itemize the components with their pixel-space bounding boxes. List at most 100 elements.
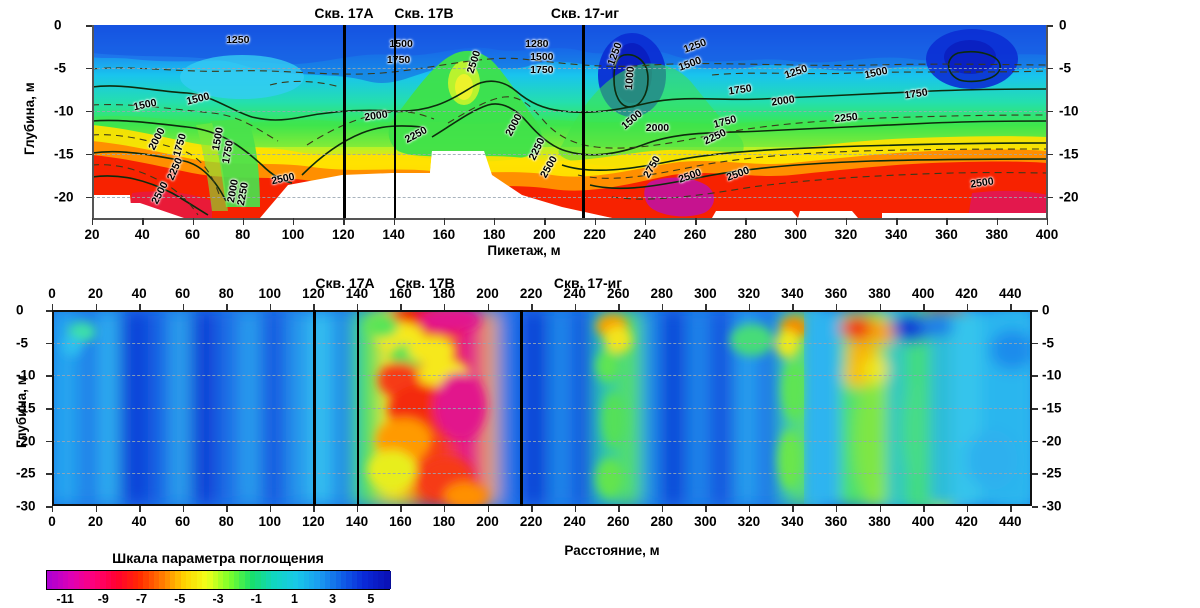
bottom-x-tick-label-top: 240 (563, 286, 586, 301)
axis-tick (1047, 25, 1053, 27)
depth-guide (92, 110, 1047, 112)
bottom-x-tick-label-top: 420 (955, 286, 978, 301)
top-panel-x-axis-title: Пикетаж, м (487, 243, 561, 258)
axis-tick (836, 506, 838, 512)
axis-tick (1047, 196, 1053, 199)
well-line-17ig-bottom (520, 310, 523, 506)
bottom-x-tick-label-top: 60 (175, 286, 191, 301)
top-x-tick-label: 200 (533, 227, 556, 242)
bottom-x-tick-label: 100 (258, 514, 282, 529)
top-x-tick-label: 80 (235, 227, 251, 242)
axis-tick (1032, 506, 1038, 508)
axis-tick (996, 218, 999, 225)
axis-tick (343, 218, 345, 225)
top-y-tick-label: 0 (54, 17, 62, 33)
axis-tick (1010, 304, 1012, 310)
bottom-x-tick-label: 440 (998, 514, 1022, 529)
bottom-x-tick-label-top: 0 (48, 286, 56, 301)
colorbar-tick-label: 5 (367, 592, 375, 606)
colorbar-segment (383, 571, 392, 589)
axis-tick (46, 440, 52, 443)
depth-guide (52, 473, 1032, 475)
top-y-tick-label: -20 (54, 189, 74, 205)
bottom-x-tick-label-top: 180 (432, 286, 456, 301)
bottom-x-tick-label: 180 (432, 514, 456, 529)
well-label-17v: Скв. 17В (394, 5, 454, 21)
well-line-17ig (582, 25, 585, 218)
bottom-x-tick-label: 340 (781, 514, 804, 529)
bottom-x-tick-label-top: 360 (824, 286, 848, 301)
bottom-x-tick-label-top: 280 (650, 286, 674, 301)
axis-tick (46, 342, 52, 345)
velocity-contour-image (92, 25, 1047, 218)
bottom-x-tick-label-top: 40 (131, 286, 147, 301)
top-x-tick-label: 180 (482, 227, 506, 242)
axis-tick (192, 218, 194, 225)
axis-tick (400, 506, 402, 512)
axis-tick (444, 304, 446, 310)
top-x-tick-label: 380 (985, 227, 1008, 242)
top-x-tick-label: 40 (134, 227, 150, 242)
well-label-17a: Скв. 17А (314, 5, 374, 21)
colorbar-tick-label: -3 (212, 592, 224, 606)
axis-tick (966, 304, 969, 310)
bottom-y-tick-label-right: -25 (1042, 465, 1062, 481)
well-line-17v (393, 25, 397, 218)
axis-tick (1010, 506, 1012, 512)
top-x-tick-label: 320 (834, 227, 858, 242)
bottom-x-tick-label-top: 200 (476, 286, 499, 301)
contour-label: 2000 (645, 121, 670, 134)
bottom-x-tick-label: 160 (389, 514, 412, 529)
axis-tick (46, 506, 52, 508)
contour-label: 1750 (530, 63, 554, 76)
axis-tick (46, 310, 52, 312)
bottom-panel-x-axis-title: Расстояние, м (564, 543, 660, 558)
bottom-x-tick-label-top: 380 (868, 286, 891, 301)
top-x-tick-label: 240 (633, 227, 657, 242)
bottom-x-tick-label: 220 (519, 514, 543, 529)
bottom-x-tick-label: 320 (737, 514, 761, 529)
axis-tick (845, 218, 848, 225)
top-y-tick-label-right: -5 (1059, 60, 1072, 76)
bottom-y-tick-label-right: -30 (1042, 498, 1062, 514)
axis-tick (531, 506, 533, 512)
bottom-y-tick-label: -5 (16, 335, 29, 351)
bottom-x-tick-label: 280 (650, 514, 674, 529)
axis-tick (795, 218, 798, 225)
colorbar (46, 570, 392, 590)
axis-tick (695, 218, 697, 225)
bottom-x-tick-label-top: 140 (345, 286, 369, 301)
axis-tick (487, 304, 489, 310)
bottom-y-tick-label-right: -5 (1042, 335, 1055, 351)
colorbar-title: Шкала параметра поглощения (112, 550, 324, 566)
axis-tick (293, 218, 295, 225)
bottom-panel-plot-area (52, 310, 1032, 506)
depth-guide (52, 375, 1032, 377)
top-panel-xaxis-line (92, 218, 1048, 220)
top-x-tick-label: 60 (185, 227, 201, 242)
axis-tick (879, 506, 881, 512)
bottom-x-tick-label: 380 (868, 514, 891, 529)
bottom-x-tick-label: 400 (911, 514, 935, 529)
axis-tick (966, 506, 969, 512)
bottom-x-tick-label-top: 400 (911, 286, 935, 301)
axis-tick (748, 506, 751, 512)
axis-tick (313, 304, 315, 310)
axis-tick (705, 506, 707, 512)
top-x-tick-label: 20 (84, 227, 100, 242)
bottom-x-tick-label-top: 20 (88, 286, 104, 301)
depth-guide (52, 408, 1032, 409)
axis-tick (1047, 153, 1053, 156)
bottom-x-tick-label: 80 (218, 514, 234, 529)
top-x-tick-label: 260 (683, 227, 707, 242)
axis-tick (92, 218, 94, 225)
bottom-x-tick-label: 0 (48, 514, 56, 529)
well-label-17a-bottom: Скв. 17А (315, 275, 375, 291)
top-y-tick-label-right: -20 (1059, 189, 1079, 205)
bottom-x-tick-label: 300 (694, 514, 717, 529)
top-y-tick-label-right: -15 (1059, 146, 1079, 162)
bottom-x-tick-label-top: 260 (606, 286, 630, 301)
bottom-y-tick-label: -25 (16, 465, 36, 481)
bottom-x-tick-label: 140 (345, 514, 369, 529)
axis-tick (923, 506, 925, 512)
